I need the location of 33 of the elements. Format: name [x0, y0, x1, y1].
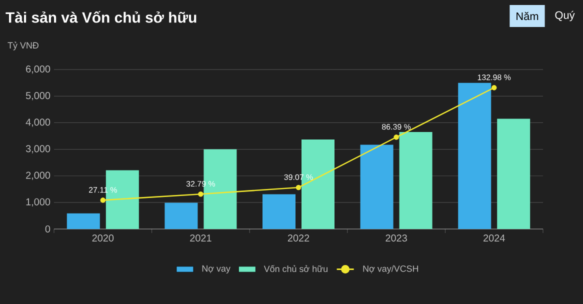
y-tick-label: 5,000 [26, 92, 50, 100]
point [394, 134, 399, 140]
y-tick-label: 1,000 [26, 198, 50, 207]
bar [262, 194, 296, 229]
legend-label: Nợ vay [202, 265, 230, 274]
y-tick-label: 3,000 [26, 145, 50, 154]
point [491, 85, 497, 90]
x-tick-label: 2024 [484, 234, 505, 242]
bar [360, 144, 394, 229]
text: Năm [516, 12, 538, 20]
y-tick-label: 4,000 [26, 118, 50, 127]
point [296, 184, 302, 190]
bar [399, 132, 432, 229]
x-tick-label: 2022 [288, 234, 310, 242]
bar [66, 213, 100, 229]
legend-label: Vốn chủ sở hữu [264, 265, 328, 272]
bar [458, 82, 492, 229]
point [198, 192, 204, 197]
point [100, 198, 106, 203]
bar [302, 139, 335, 229]
y-axis-title: Tỷ VNĐ [8, 42, 38, 50]
bar [497, 118, 530, 229]
y-tick-label: 2,000 [26, 172, 50, 180]
bar [106, 170, 139, 229]
x-tick-label: 2020 [92, 234, 114, 242]
x-tick-label: 2021 [190, 234, 212, 242]
x-tick-label: 2023 [386, 234, 407, 242]
legend-label: Nợ vay/VCSH [363, 265, 418, 274]
chart-title: Tài sản và Vốn chủ sở hữu [6, 11, 196, 23]
y-tick-label: 6,000 [26, 65, 50, 74]
text: Quý [555, 10, 575, 22]
bar [164, 202, 198, 229]
y-tick-label: 0 [45, 225, 50, 233]
